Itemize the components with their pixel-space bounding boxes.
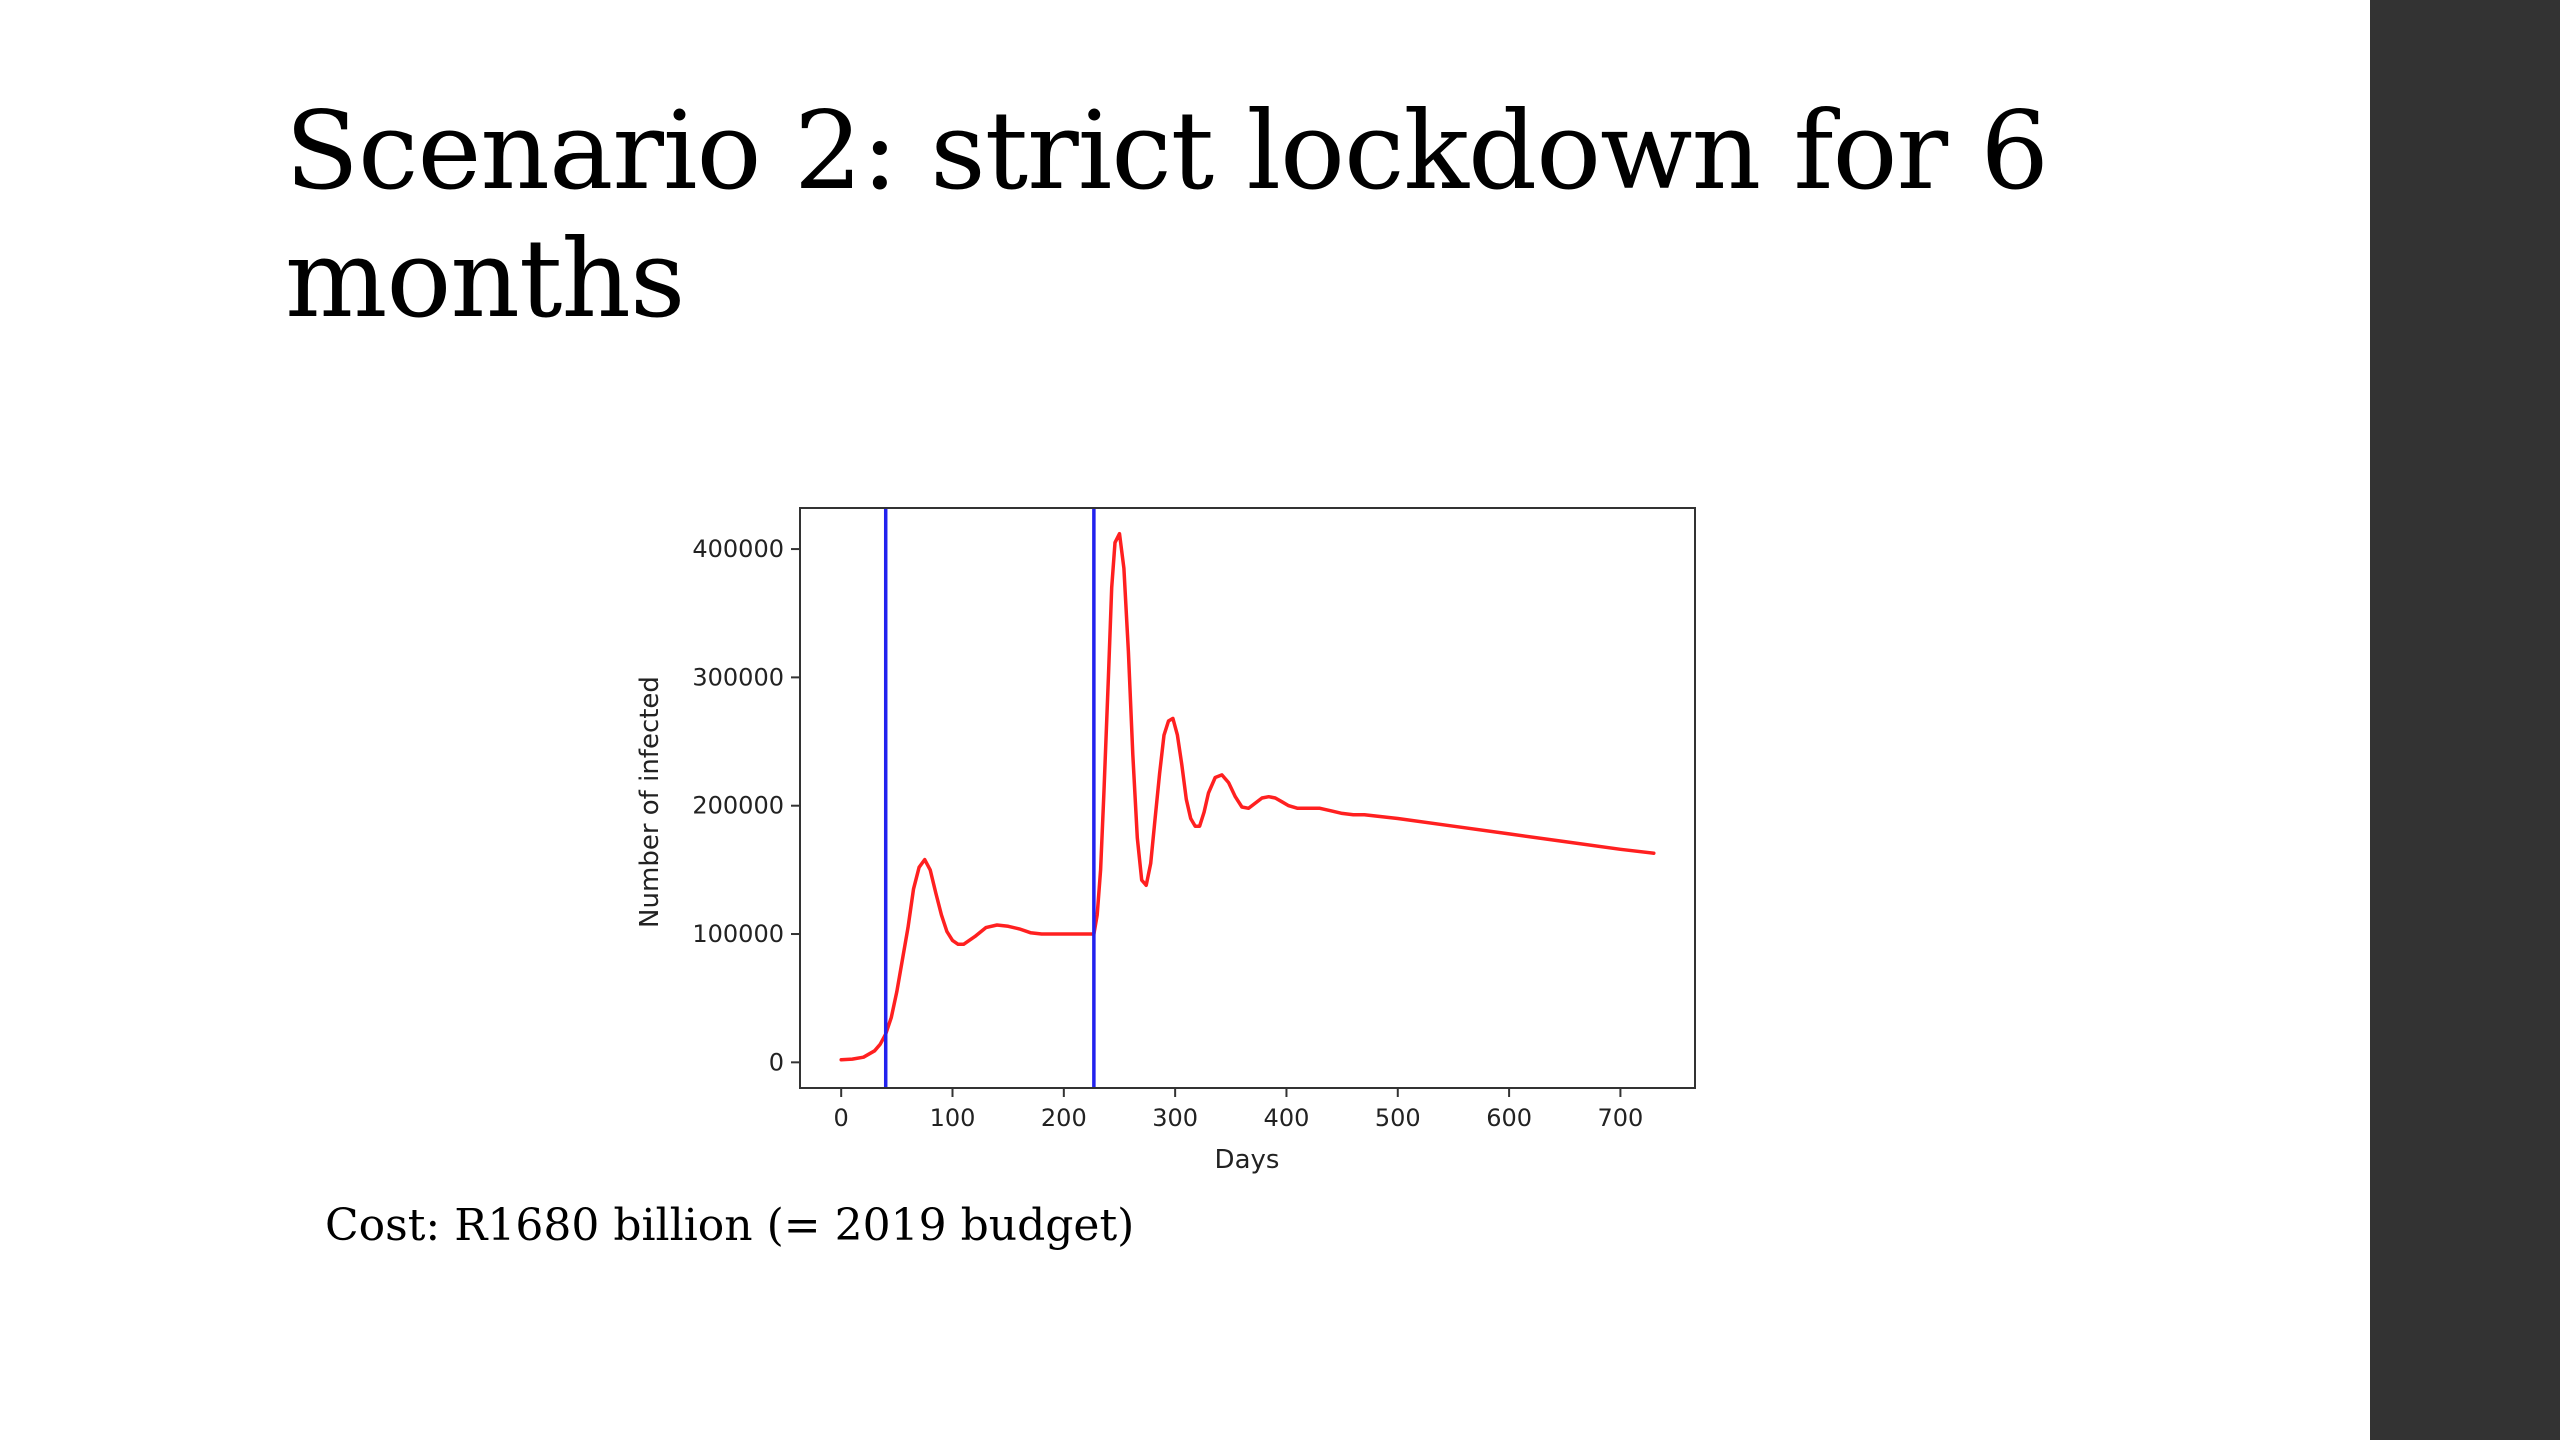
x-tick-label: 100 bbox=[930, 1104, 976, 1132]
cost-note: Cost: R1680 billion (= 2019 budget) bbox=[325, 1200, 1135, 1251]
x-tick-label: 700 bbox=[1598, 1104, 1644, 1132]
plot-frame bbox=[799, 507, 1696, 1089]
x-tick-label: 300 bbox=[1152, 1104, 1198, 1132]
y-tick-label: 200000 bbox=[692, 792, 784, 820]
x-tick-label: 600 bbox=[1486, 1104, 1532, 1132]
x-tick-label: 500 bbox=[1375, 1104, 1421, 1132]
y-axis-label: Number of infected bbox=[635, 676, 665, 928]
x-axis-label: Days bbox=[1215, 1145, 1280, 1175]
y-tick-label: 400000 bbox=[692, 535, 784, 563]
side-panel bbox=[2370, 0, 2560, 1440]
y-tick-label: 100000 bbox=[692, 920, 784, 948]
infected-chart: Number of infected Days 0 100 200 300 400 500… bbox=[635, 507, 1696, 1175]
y-tick-label: 300000 bbox=[692, 663, 784, 691]
x-tick-label: 0 bbox=[834, 1104, 849, 1132]
x-tick-label: 400 bbox=[1264, 1104, 1310, 1132]
slide: Scenario 2: strict lockdown for 6 months… bbox=[285, 89, 2050, 1251]
y-tick-label: 0 bbox=[769, 1048, 784, 1076]
slide-title: Scenario 2: strict lockdown for 6 months bbox=[285, 89, 2049, 342]
x-tick-label: 200 bbox=[1041, 1104, 1087, 1132]
infected-series-line bbox=[839, 531, 1656, 1062]
